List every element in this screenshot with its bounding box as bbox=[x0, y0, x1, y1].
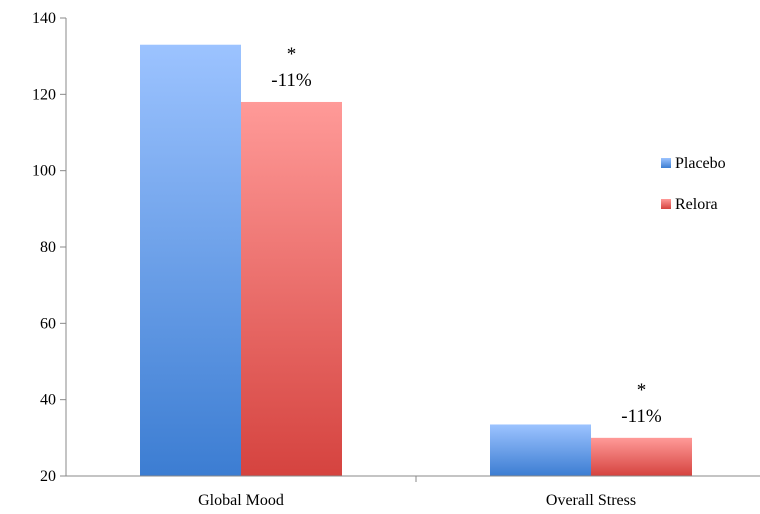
x-category-label-global-mood: Global Mood bbox=[198, 492, 284, 509]
legend-swatch-relora bbox=[661, 199, 671, 209]
annotations: * -11% * -11% bbox=[271, 44, 662, 427]
annotation-percent-global-mood: -11% bbox=[271, 70, 312, 91]
legend: Placebo Relora bbox=[661, 155, 726, 213]
bar-placebo-global-mood bbox=[140, 44, 241, 476]
legend-swatch-placebo bbox=[661, 158, 671, 168]
bar-placebo-overall-stress bbox=[490, 424, 591, 476]
legend-label-relora: Relora bbox=[675, 196, 718, 213]
bars-layer bbox=[140, 44, 692, 476]
y-tick-label-80: 80 bbox=[40, 239, 56, 256]
y-tick-label-120: 120 bbox=[32, 86, 56, 103]
bar-relora-global-mood bbox=[241, 101, 342, 476]
x-axis-categories: Global Mood Overall Stress bbox=[198, 476, 636, 509]
annotation-percent-overall-stress: -11% bbox=[621, 406, 662, 427]
x-category-label-overall-stress: Overall Stress bbox=[546, 492, 636, 509]
y-tick-label-140: 140 bbox=[32, 10, 56, 27]
y-axis-ticks: 20 40 60 80 100 120 140 bbox=[32, 10, 66, 485]
y-tick-label-60: 60 bbox=[40, 315, 56, 332]
legend-label-placebo: Placebo bbox=[675, 155, 726, 172]
annotation-star-global-mood: * bbox=[287, 44, 297, 65]
y-tick-label-20: 20 bbox=[40, 468, 56, 485]
annotation-star-overall-stress: * bbox=[637, 380, 647, 401]
y-tick-label-40: 40 bbox=[40, 392, 56, 409]
y-tick-label-100: 100 bbox=[32, 163, 56, 180]
bar-relora-overall-stress bbox=[591, 437, 692, 476]
